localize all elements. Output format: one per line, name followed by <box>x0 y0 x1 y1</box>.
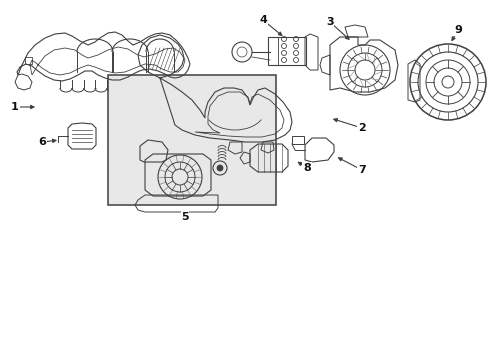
Text: 6: 6 <box>38 137 46 147</box>
Circle shape <box>217 165 223 171</box>
Bar <box>292 136 304 144</box>
Text: 3: 3 <box>326 17 334 27</box>
Bar <box>108 75 276 205</box>
Text: 7: 7 <box>358 165 366 175</box>
Text: 8: 8 <box>303 163 311 173</box>
Text: 2: 2 <box>358 123 366 133</box>
Text: 1: 1 <box>11 102 19 112</box>
Bar <box>25 57 32 64</box>
Bar <box>268 37 306 65</box>
Text: 4: 4 <box>259 15 267 25</box>
Text: 9: 9 <box>454 25 462 35</box>
Text: 5: 5 <box>181 212 189 222</box>
